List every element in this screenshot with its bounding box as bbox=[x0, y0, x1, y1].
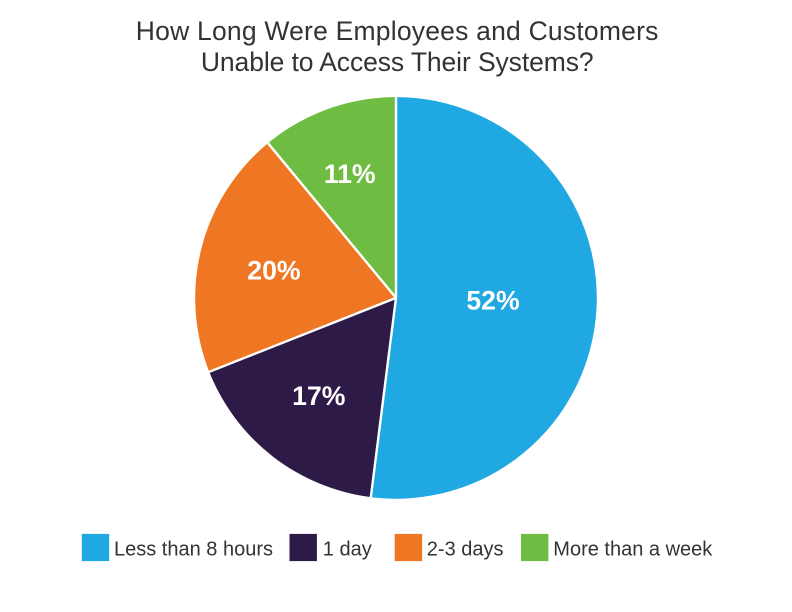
svg-text:11%: 11% bbox=[324, 159, 376, 189]
svg-text:More than a week: More than a week bbox=[553, 539, 713, 561]
svg-text:2-3 days: 2-3 days bbox=[427, 539, 504, 561]
svg-text:20%: 20% bbox=[247, 255, 300, 285]
svg-text:1 day: 1 day bbox=[323, 539, 372, 561]
svg-text:52%: 52% bbox=[466, 285, 519, 315]
svg-text:17%: 17% bbox=[292, 381, 345, 411]
svg-text:Less than 8 hours: Less than 8 hours bbox=[114, 539, 273, 561]
